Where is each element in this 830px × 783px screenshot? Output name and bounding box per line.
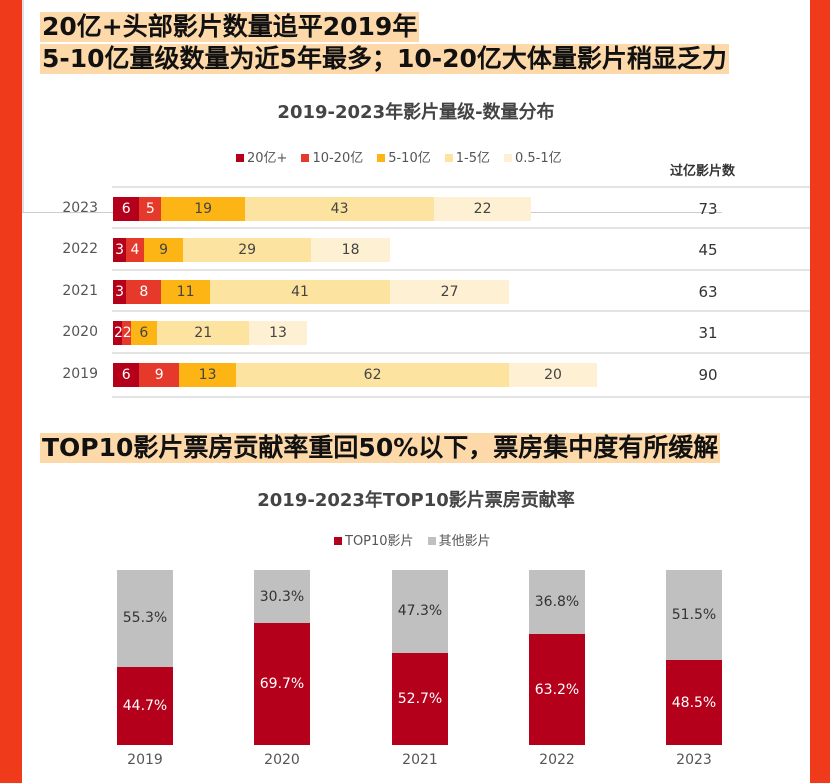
row-separator [112, 227, 810, 229]
bar-segment: 13 [249, 321, 307, 345]
bar-segment: 3 [113, 238, 127, 262]
x-tick-label: 2019 [127, 752, 163, 768]
total-value: 73 [698, 200, 718, 218]
total-value: 31 [698, 324, 718, 342]
bar-others: 30.3% [254, 570, 310, 624]
bar-top10: 52.7% [392, 652, 448, 745]
headline-2: 5-10亿量级数量为近5年最多；10-20亿大体量影片稍显乏力 [40, 44, 729, 74]
bar-top10: 48.5% [666, 660, 722, 745]
x-tick-label: 2021 [402, 752, 438, 768]
bar-others: 55.3% [117, 570, 173, 667]
legend-item: 1-5亿 [444, 147, 490, 166]
bar-segment: 21 [157, 321, 250, 345]
x-tick-label: 2020 [264, 752, 300, 768]
chart1-title: 2019-2023年影片量级-数量分布 [277, 102, 555, 123]
bar-segment: 18 [311, 238, 391, 262]
y-tick-label: 2020 [62, 324, 98, 340]
bar-segment: 19 [161, 197, 245, 221]
bar-segment: 5 [139, 197, 162, 221]
row-separator [112, 352, 810, 354]
row-separator [112, 186, 810, 188]
bar-segment: 6 [113, 363, 140, 387]
chart2-title: 2019-2023年TOP10影片票房贡献率 [257, 490, 575, 511]
total-value: 90 [698, 366, 718, 384]
row-separator [112, 310, 810, 312]
bar-segment: 2 [113, 321, 122, 345]
legend-label: 1-5亿 [455, 151, 490, 166]
totals-header: 过亿影片数 [670, 164, 736, 179]
chart2-plot: 44.7% 55.3% 2019 69.7% 30.3% 2020 52.7% 47.3% 20… [22, 212, 810, 768]
legend-swatch [503, 154, 512, 162]
chart1-legend: 20亿+ 10-20亿 5-10亿 1-5亿 0.5-1亿 [236, 147, 562, 166]
legend-swatch [427, 537, 436, 545]
legend-swatch [334, 537, 342, 545]
bar-segment: 13 [179, 363, 237, 387]
legend-swatch [301, 154, 310, 162]
bar-segment: 2 [121, 321, 131, 345]
legend-item: TOP10影片 [334, 530, 414, 549]
bar-segment: 6 [130, 321, 157, 345]
x-tick-label: 2022 [539, 752, 575, 768]
bar-others: 36.8% [529, 570, 585, 635]
legend-item: 10-20亿 [301, 147, 363, 166]
legend-item: 5-10亿 [377, 147, 431, 166]
bar-others: 47.3% [392, 570, 448, 653]
legend-swatch [444, 154, 453, 162]
chart1-plot: 2023 6 5 19 43 22 73 2022 3 4 9 29 18 45 2021 3 8 11 41 27 6… [22, 0, 810, 398]
bar-segment: 22 [434, 197, 531, 221]
bar-segment: 20 [509, 363, 597, 387]
total-value: 45 [698, 241, 718, 259]
infographic-panel: 20亿+头部影片数量追平2019年 5-10亿量级数量为近5年最多；10-20亿… [22, 0, 810, 783]
bar-segment: 27 [390, 280, 509, 304]
legend-item: 20亿+ [236, 147, 287, 166]
bar-segment: 4 [126, 238, 144, 262]
bar-others: 51.5% [666, 570, 722, 661]
bar-segment: 41 [209, 280, 391, 304]
row-separator [112, 396, 810, 398]
legend-label: 5-10亿 [388, 151, 431, 166]
y-tick-label: 2023 [62, 200, 98, 216]
y-axis-line [22, 0, 24, 212]
x-tick-label: 2023 [676, 752, 712, 768]
legend-swatch [377, 154, 386, 162]
bar-segment: 11 [161, 280, 210, 304]
bar-segment: 29 [183, 238, 311, 262]
legend-label: 20亿+ [247, 151, 288, 166]
legend-item: 0.5-1亿 [503, 147, 562, 166]
bar-top10: 63.2% [529, 634, 585, 745]
legend-label: TOP10影片 [345, 534, 414, 549]
chart2-legend: TOP10影片 其他影片 [334, 530, 491, 549]
bar-top10: 44.7% [117, 666, 173, 745]
bar-top10: 69.7% [254, 623, 310, 745]
legend-swatch [236, 154, 244, 162]
headline-3: TOP10影片票房贡献率重回50%以下，票房集中度有所缓解 [40, 433, 721, 463]
y-tick-label: 2019 [62, 366, 98, 382]
total-value: 63 [698, 283, 718, 301]
bar-segment: 6 [113, 197, 140, 221]
legend-label: 0.5-1亿 [514, 151, 562, 166]
legend-item: 其他影片 [427, 530, 491, 549]
bar-segment: 9 [139, 363, 179, 387]
row-separator [112, 269, 810, 271]
y-tick-label: 2021 [62, 283, 98, 299]
y-tick-label: 2022 [62, 241, 98, 257]
bar-segment: 3 [113, 280, 127, 304]
headline-1: 20亿+头部影片数量追平2019年 [40, 12, 420, 42]
legend-label: 10-20亿 [312, 151, 364, 166]
bar-segment: 8 [126, 280, 162, 304]
bar-segment: 62 [236, 363, 509, 387]
legend-label: 其他影片 [438, 534, 491, 549]
bar-segment: 43 [245, 197, 435, 221]
bar-segment: 9 [143, 238, 184, 262]
